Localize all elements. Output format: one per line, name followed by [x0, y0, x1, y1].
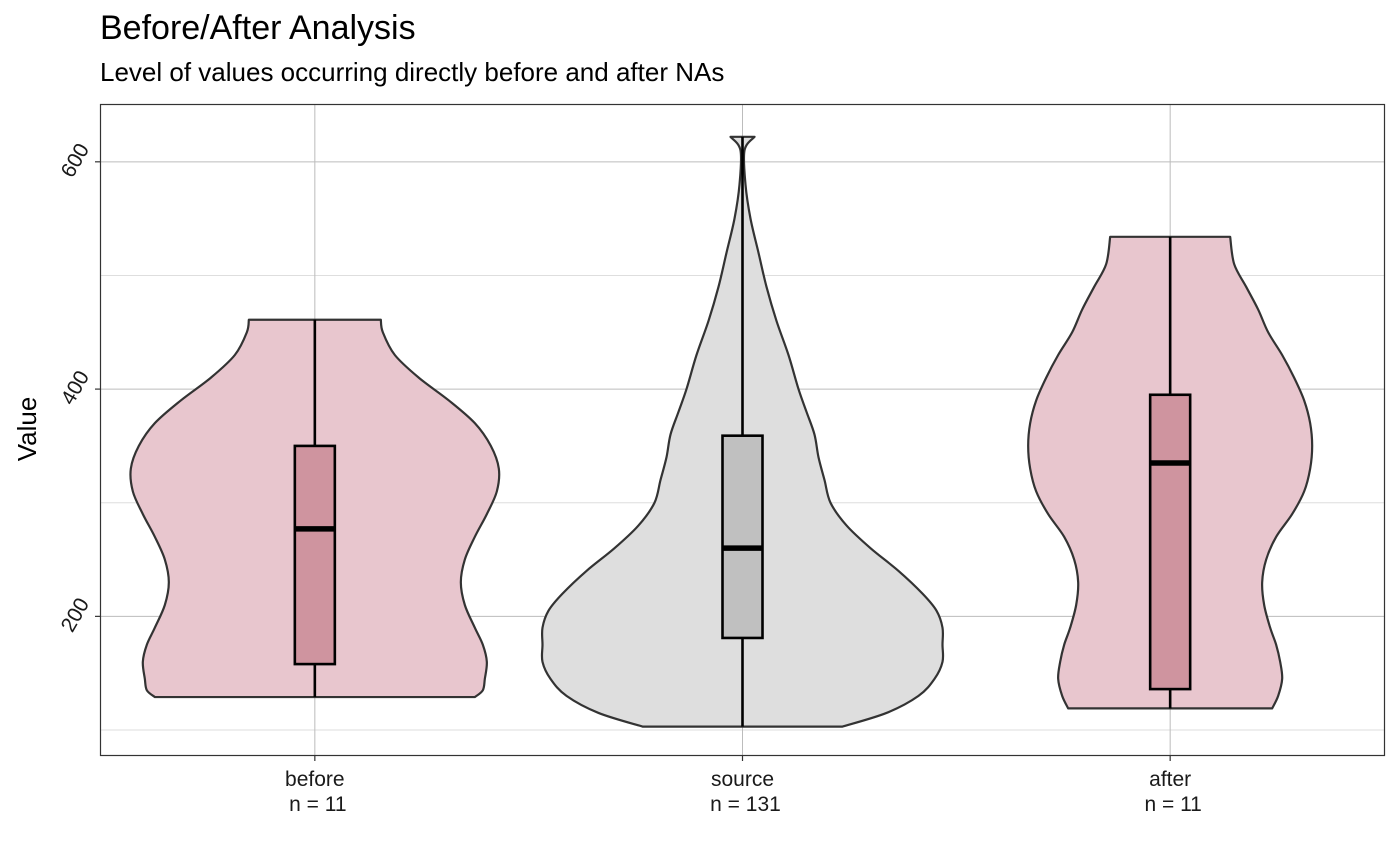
violin-group-before: [129, 318, 501, 699]
y-tick-label: 400: [57, 367, 94, 409]
box-source: [721, 434, 764, 640]
x-tick-count-before: n = 11: [289, 793, 346, 816]
x-tick-label-after: after: [1149, 768, 1191, 791]
chart-subtitle: Level of values occurring directly befor…: [100, 57, 725, 87]
x-tick-count-source: n = 131: [710, 793, 781, 816]
y-tick-label: 600: [57, 140, 94, 182]
y-axis-title: Value: [12, 397, 42, 462]
violin-group-source: [540, 135, 945, 728]
y-tick-label: 200: [57, 594, 94, 636]
box-after: [1148, 393, 1192, 691]
violin-group-after: [1027, 235, 1314, 710]
chart-title: Before/After Analysis: [100, 9, 416, 47]
x-tick-label-source: source: [711, 768, 774, 791]
x-tick-label-before: before: [285, 768, 345, 791]
violin-layer: [129, 135, 1314, 728]
box-before: [293, 444, 337, 666]
x-tick-count-after: n = 11: [1144, 793, 1201, 816]
